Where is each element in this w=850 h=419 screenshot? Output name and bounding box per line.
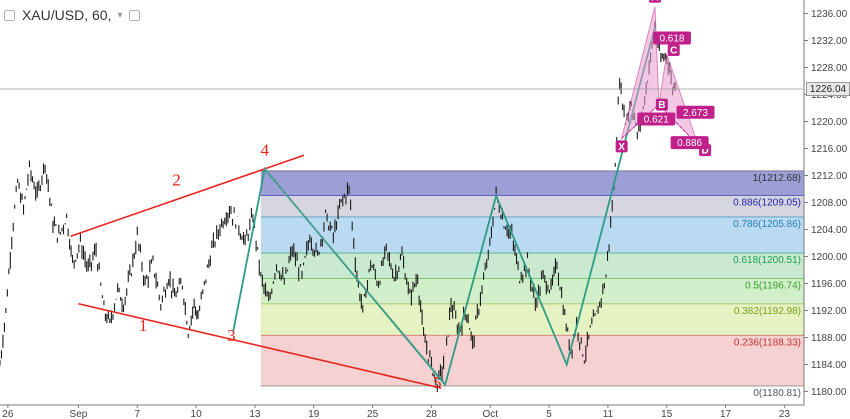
collapse-toggle-icon[interactable] xyxy=(4,9,15,21)
x-tick-label: 11 xyxy=(603,409,614,419)
wave-label-2: 2 xyxy=(172,171,181,190)
harmonic-point-C: C xyxy=(670,46,677,57)
harmonic-point-X: X xyxy=(618,142,625,153)
wave-label-1: 1 xyxy=(139,316,148,335)
harmonic-triangle-bcd xyxy=(658,53,699,146)
last-price-tag: 1226.04 xyxy=(806,82,850,96)
x-tick-label: 7 xyxy=(134,409,140,419)
wave-label-4: 4 xyxy=(260,140,269,159)
x-tick-label: 28 xyxy=(426,409,438,419)
harmonic-ratio-badge xyxy=(670,136,709,150)
y-tick-label: 1228.00 xyxy=(811,63,848,74)
y-tick-label: 1188.00 xyxy=(811,333,847,344)
wave-label-5: 5 xyxy=(433,373,442,392)
y-tick-label: 1216.00 xyxy=(811,144,848,155)
fib-label-0.382: 0.382(1192.98) xyxy=(734,306,801,317)
harmonic-point-A: A xyxy=(651,0,658,3)
fib-band-0.786 xyxy=(260,216,804,254)
y-tick-label: 1200.00 xyxy=(811,252,848,263)
chart-header: XAU/USD, 60, ▾ xyxy=(4,6,140,24)
x-tick-label: Oct xyxy=(482,409,498,419)
harmonic-ratio-label: 2.673 xyxy=(683,108,708,119)
y-tick-label: 1212.00 xyxy=(811,171,848,182)
harmonic-ratio-label: 0.618 xyxy=(659,34,684,45)
y-tick-label: 1236.00 xyxy=(811,9,848,20)
y-tick-label: 1184.00 xyxy=(811,360,847,371)
x-tick-label: Sep xyxy=(70,409,88,419)
price-series xyxy=(0,21,676,393)
harmonic-ratio-badge xyxy=(637,112,676,126)
harmonic-ratio-label: 0.886 xyxy=(677,138,702,149)
wave-zigzag[interactable] xyxy=(232,26,656,387)
y-tick-label: 1232.00 xyxy=(811,36,848,47)
fib-band-0.618 xyxy=(260,253,804,279)
harmonic-ratio-badge xyxy=(676,105,715,119)
harmonic-ratio-label: 0.621 xyxy=(644,115,669,126)
x-tick-label: 13 xyxy=(249,409,261,419)
fib-band-0.382 xyxy=(260,303,804,336)
fib-label-0.786: 0.786(1205.86) xyxy=(733,219,801,230)
harmonic-point-X-badge xyxy=(615,140,628,153)
fib-label-0.886: 0.886(1209.05) xyxy=(733,197,801,208)
fib-label-0: 0(1180.81) xyxy=(753,388,801,399)
x-tick-label: 26 xyxy=(2,409,14,419)
x-tick-label: 15 xyxy=(661,409,673,419)
settings-box-icon[interactable] xyxy=(128,9,140,21)
fibonacci-retracement[interactable]: 1(1212.68) 0.886(1209.05) 0.786(1205.86) 0.… xyxy=(260,170,804,399)
x-tick-label: 23 xyxy=(779,409,791,419)
fib-label-0.5: 0.5(1196.74) xyxy=(745,281,801,292)
harmonic-point-D: D xyxy=(701,146,708,157)
harmonic-point-A-badge xyxy=(648,0,661,3)
fib-label-0.236: 0.236(1188.33) xyxy=(734,337,801,348)
zigzag-dotted-guide xyxy=(264,168,446,384)
harmonic-point-C-badge xyxy=(667,44,680,56)
fib-label-1: 1(1212.68) xyxy=(753,173,801,184)
price-axis: 1236.001232.001228.001224.001220.001216.… xyxy=(803,0,848,405)
x-tick-label: 25 xyxy=(367,409,379,419)
y-tick-label: 1180.00 xyxy=(811,387,847,398)
y-tick-label: 1192.00 xyxy=(811,306,847,317)
harmonic-point-B: B xyxy=(658,100,665,111)
time-axis: 26 Sep 7 10 13 19 25 28 Oct 5 11 15 17 23 xyxy=(0,404,804,419)
x-tick-label: 19 xyxy=(308,409,320,419)
symbol-label[interactable]: XAU/USD, 60, xyxy=(22,7,112,23)
harmonic-point-B-badge xyxy=(655,98,668,111)
chevron-down-icon[interactable]: ▾ xyxy=(117,9,123,21)
harmonic-ratio-badge xyxy=(652,31,691,45)
x-tick-label: 5 xyxy=(546,409,552,419)
x-tick-label: 17 xyxy=(720,409,732,419)
fib-band-0.886 xyxy=(260,195,804,217)
fib-band-1 xyxy=(260,170,804,196)
x-tick-label: 10 xyxy=(191,409,203,419)
y-tick-label: 1196.00 xyxy=(811,279,847,290)
harmonic-pattern[interactable]: X A B C D 0.618 0.621 2.673 0.886 xyxy=(615,0,715,157)
y-tick-label: 1208.00 xyxy=(811,198,848,209)
y-tick-label: 1204.00 xyxy=(811,225,848,236)
fib-band-0.236 xyxy=(260,335,804,387)
wave-label-3: 3 xyxy=(227,326,236,345)
wedge-line-2 xyxy=(78,302,442,389)
fib-label-0.618: 0.618(1200.51) xyxy=(733,255,801,266)
y-tick-label: 1220.00 xyxy=(811,117,848,128)
